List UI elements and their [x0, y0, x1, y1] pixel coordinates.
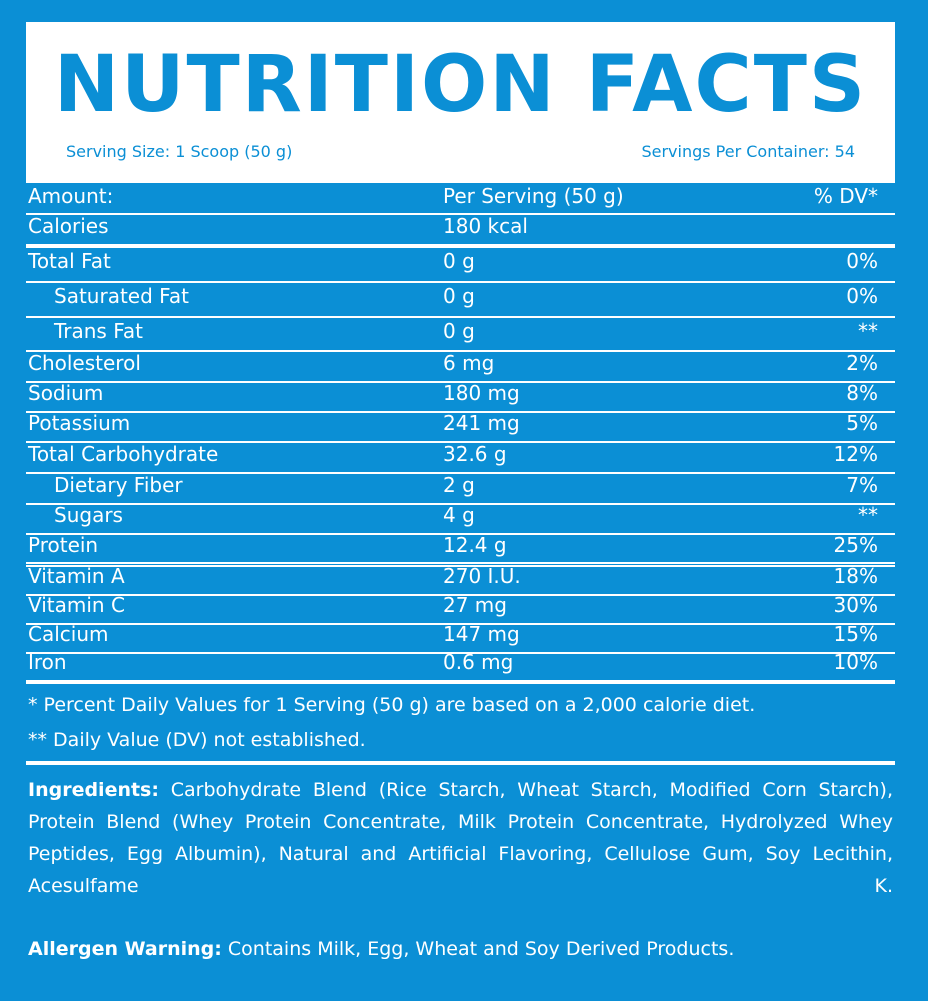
row-label: Potassium — [28, 411, 131, 435]
rule — [26, 472, 895, 474]
allergen-label: Allergen Warning: — [28, 938, 222, 960]
rule — [26, 441, 895, 443]
row-amount: Per Serving (50 g) — [443, 184, 624, 208]
row-dv: 25% — [833, 533, 878, 557]
title: NUTRITION FACTS — [53, 40, 868, 130]
rule — [26, 533, 895, 535]
row-dv: 18% — [833, 564, 878, 588]
row-amount: 4 g — [443, 503, 475, 527]
rule — [26, 503, 895, 505]
row-dv: ** — [858, 503, 878, 527]
rule — [26, 381, 895, 383]
ingredients-text: Carbohydrate Blend (Rice Starch, Wheat S… — [28, 779, 893, 897]
rule — [26, 350, 895, 352]
row-amount: 0 g — [443, 284, 475, 308]
row-amount: 0 g — [443, 319, 475, 343]
row-amount: 180 mg — [443, 381, 520, 405]
row-label: Dietary Fiber — [54, 473, 183, 497]
row-amount: 241 mg — [443, 411, 520, 435]
row-dv: 10% — [833, 650, 878, 674]
rule — [26, 761, 895, 765]
rule — [26, 594, 895, 596]
rule — [26, 213, 895, 215]
ingredients: Ingredients: Carbohydrate Blend (Rice St… — [28, 774, 893, 902]
row-label: Vitamin A — [28, 564, 125, 588]
row-amount: 0 g — [443, 249, 475, 273]
row-label: Protein — [28, 533, 99, 557]
rule — [26, 411, 895, 413]
row-label: Total Fat — [28, 249, 111, 273]
row-dv: 30% — [833, 593, 878, 617]
servings-per-container: Servings Per Container: 54 — [641, 142, 855, 161]
rule — [26, 652, 895, 654]
row-dv: 2% — [846, 351, 878, 375]
row-label: Calcium — [28, 622, 109, 646]
rule — [26, 565, 895, 567]
row-amount: 12.4 g — [443, 533, 507, 557]
row-label: Sugars — [54, 503, 123, 527]
row-dv: 15% — [833, 622, 878, 646]
row-label: Amount: — [28, 184, 114, 208]
ingredients-label: Ingredients: — [28, 779, 159, 801]
footnote: ** Daily Value (DV) not established. — [28, 729, 366, 751]
row-label: Saturated Fat — [54, 284, 189, 308]
row-amount: 27 mg — [443, 593, 507, 617]
row-dv: 12% — [833, 442, 878, 466]
allergen-text: Contains Milk, Egg, Wheat and Soy Derive… — [227, 938, 735, 960]
row-amount: 147 mg — [443, 622, 520, 646]
row-label: Sodium — [28, 381, 104, 405]
row-dv: 7% — [846, 473, 878, 497]
row-label: Vitamin C — [28, 593, 125, 617]
row-amount: 32.6 g — [443, 442, 507, 466]
rule — [26, 562, 895, 564]
row-dv: 5% — [846, 411, 878, 435]
allergen-warning: Allergen Warning: Contains Milk, Egg, Wh… — [28, 938, 734, 960]
row-dv: 0% — [846, 249, 878, 273]
row-dv: 8% — [846, 381, 878, 405]
row-amount: 6 mg — [443, 351, 495, 375]
row-dv: 0% — [846, 284, 878, 308]
row-amount: 0.6 mg — [443, 650, 514, 674]
row-label: Trans Fat — [54, 319, 143, 343]
row-amount: 2 g — [443, 473, 475, 497]
row-label: Calories — [28, 214, 109, 238]
row-dv: % DV* — [813, 184, 878, 208]
rule — [26, 281, 895, 283]
header-box: NUTRITION FACTS Serving Size: 1 Scoop (5… — [26, 22, 895, 183]
row-amount: 270 I.U. — [443, 564, 521, 588]
row-label: Iron — [28, 650, 67, 674]
row-label: Cholesterol — [28, 351, 141, 375]
footnote: * Percent Daily Values for 1 Serving (50… — [28, 694, 756, 716]
rule — [26, 680, 895, 684]
rule — [26, 316, 895, 318]
row-amount: 180 kcal — [443, 214, 528, 238]
serving-size: Serving Size: 1 Scoop (50 g) — [66, 142, 293, 161]
row-label: Total Carbohydrate — [28, 442, 219, 466]
rule — [26, 623, 895, 625]
row-dv: ** — [858, 319, 878, 343]
rule — [26, 244, 895, 248]
